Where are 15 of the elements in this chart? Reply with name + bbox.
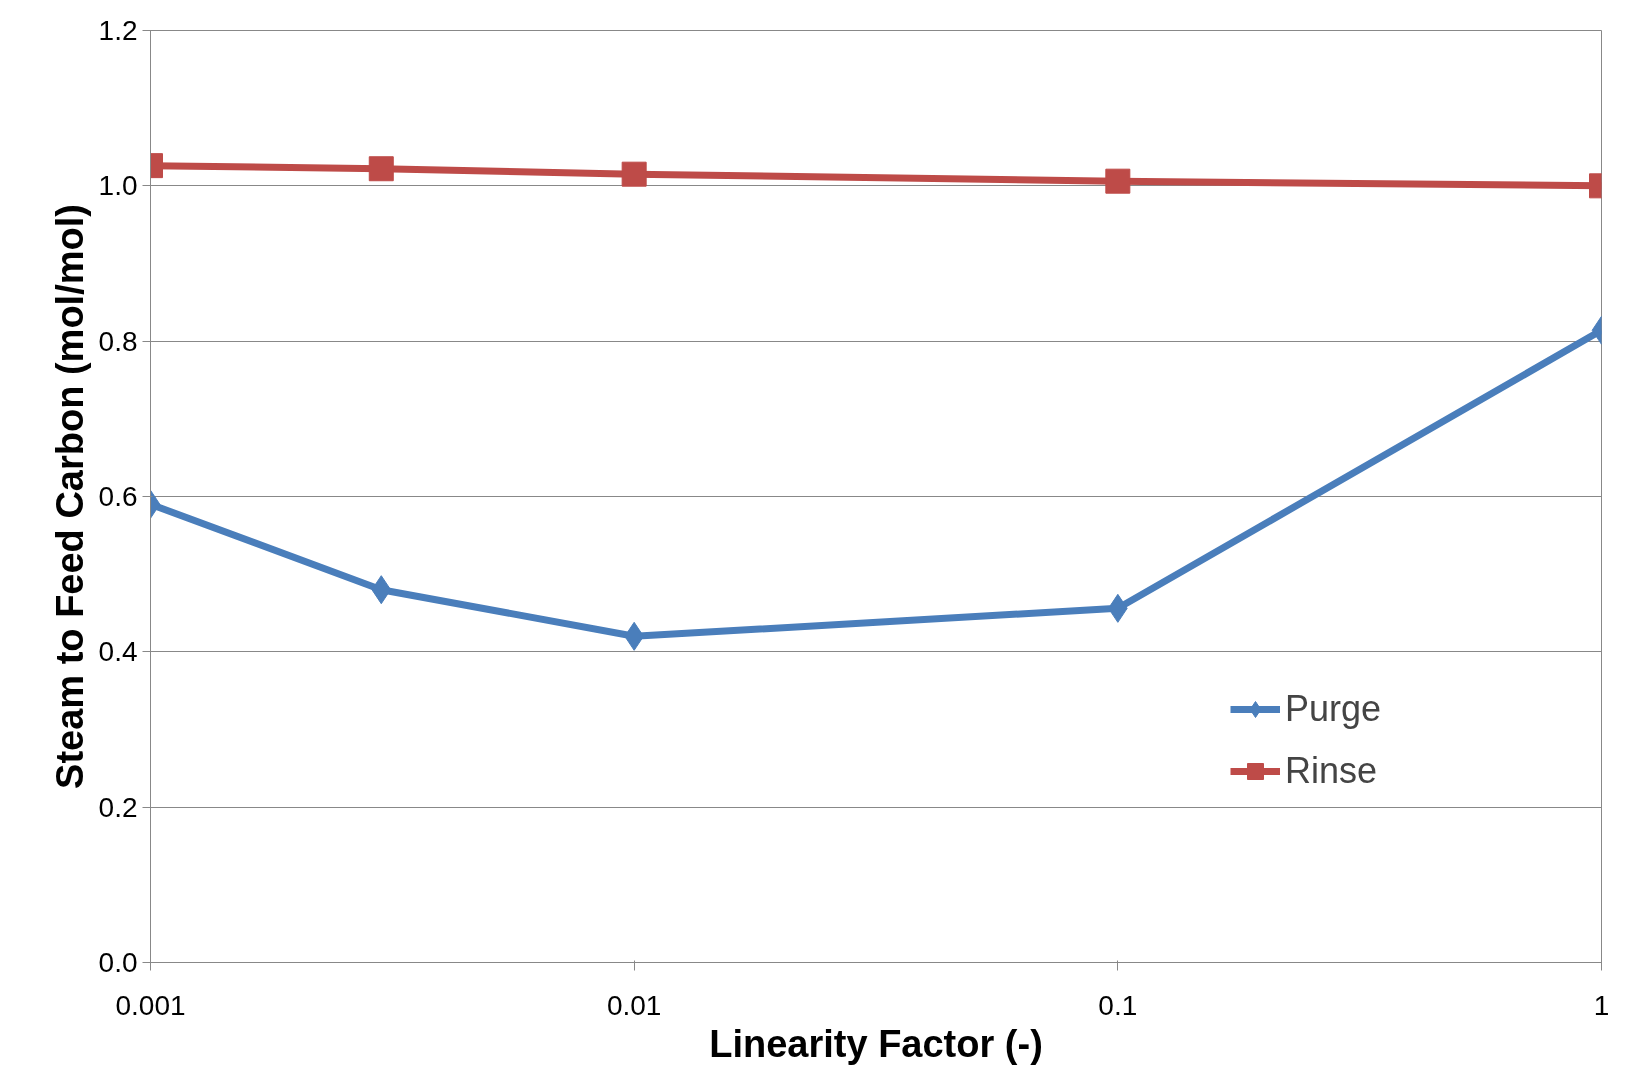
y-tick-label: 0.8	[98, 325, 138, 357]
y-tick-label: 1.0	[98, 170, 138, 202]
y-tick-label: 1.2	[98, 15, 138, 46]
x-tick-label: 0.1	[1098, 989, 1138, 1021]
x-axis-title: Linearity Factor (-)	[709, 1022, 1043, 1065]
y-tick-label: 0.4	[98, 636, 138, 668]
y-axis-title: Steam to Feed Carbon (mol/mol)	[48, 204, 91, 789]
x-tick-label: 0.01	[606, 989, 662, 1021]
x-tick-label: 1	[1593, 989, 1610, 1021]
x-tick-label: 0.001	[115, 989, 186, 1021]
legend-label: Purge	[1285, 688, 1382, 730]
y-tick-label: 0.6	[98, 481, 138, 512]
y-tick-label: 0.0	[98, 947, 138, 978]
legend-label: Rinse	[1285, 750, 1378, 792]
y-tick-label: 0.2	[98, 791, 138, 823]
